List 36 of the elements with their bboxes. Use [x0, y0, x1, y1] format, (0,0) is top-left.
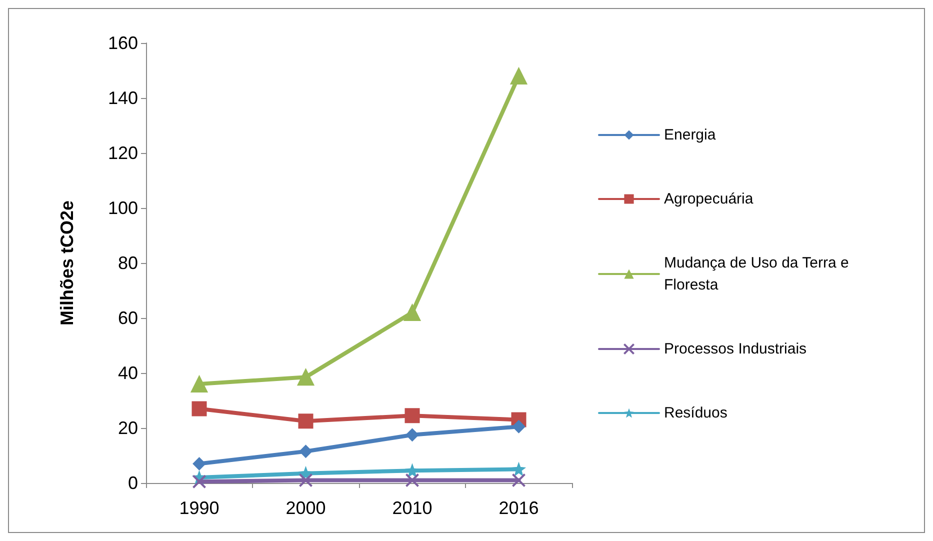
point	[512, 420, 526, 434]
point	[404, 304, 421, 321]
y-tick-label: 20	[118, 418, 138, 438]
legend-label: Resíduos	[664, 404, 728, 422]
y-tick-label: 40	[118, 363, 138, 383]
x-tick-label: 2016	[498, 498, 539, 518]
point	[192, 474, 206, 489]
y-tick-label: 100	[108, 198, 138, 218]
point	[405, 473, 420, 488]
y-tick-label: 160	[108, 33, 138, 53]
point	[404, 408, 420, 424]
point	[192, 457, 206, 470]
point	[297, 368, 314, 386]
point	[510, 68, 528, 84]
y-tick-label: 80	[118, 253, 138, 273]
point	[192, 401, 207, 416]
x-tick-label: 1990	[179, 498, 220, 518]
legend-label: Agropecuária	[664, 190, 754, 208]
legend-label: Processos Industriais	[664, 340, 807, 358]
point	[190, 376, 208, 392]
y-tick-label: 120	[108, 143, 138, 163]
point	[406, 464, 419, 478]
y-tick-label: 0	[128, 473, 138, 493]
point	[406, 428, 419, 442]
point	[299, 444, 312, 458]
y-axis-title: Milhões tCO2e	[57, 200, 77, 326]
y-tick-label: 140	[108, 88, 138, 108]
point	[512, 473, 526, 488]
point	[298, 473, 313, 488]
legend-label: Mudança de Uso da Terra e Floresta	[664, 254, 854, 294]
x-tick-label: 2010	[392, 498, 432, 518]
y-tick-label: 60	[118, 308, 138, 328]
point	[512, 462, 526, 476]
point	[298, 414, 314, 429]
x-tick-label: 2000	[286, 498, 326, 518]
legend-label: Energia	[664, 126, 716, 144]
